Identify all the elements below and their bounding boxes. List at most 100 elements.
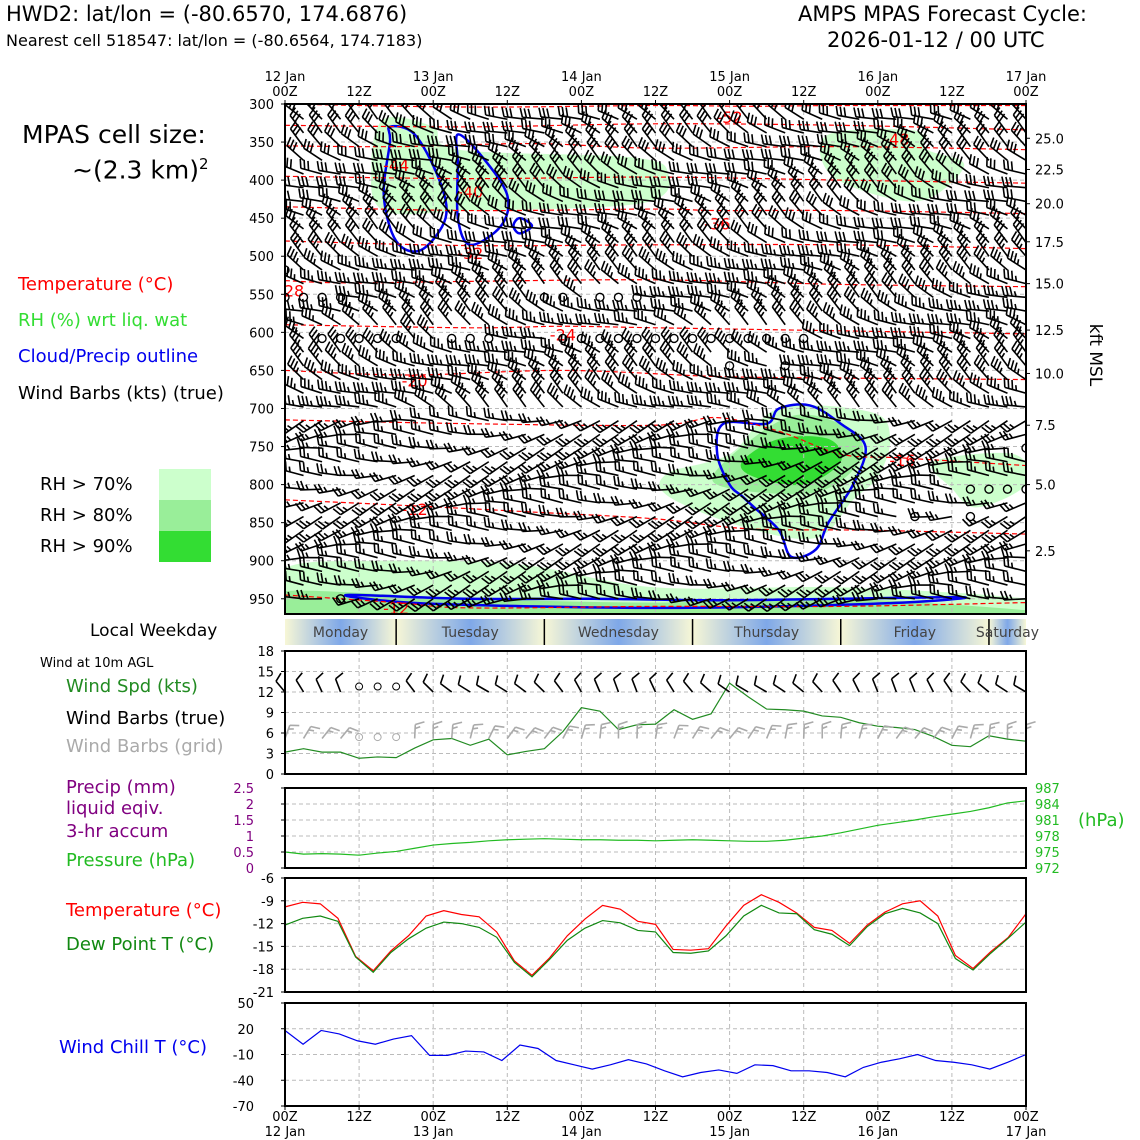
wind-barb-half	[639, 424, 645, 430]
wind-barb-flag	[667, 285, 672, 296]
wind-barb-flag	[416, 334, 419, 345]
wind-barb-flag	[329, 219, 337, 229]
wind-barb-flag	[465, 445, 473, 455]
wind-barb-flag	[340, 557, 343, 568]
wind-barb-flag	[647, 535, 656, 543]
wind-barb-half	[621, 590, 625, 597]
wind-barb-half	[424, 395, 427, 402]
wind-barb-flag	[650, 533, 660, 541]
wind-barb-flag	[470, 301, 476, 312]
wind-barb-half	[545, 437, 552, 442]
wind-barb-flag	[527, 238, 531, 249]
wind-barb-flag	[443, 464, 452, 473]
wind-barb-half	[463, 284, 467, 291]
wind-barb-flag	[629, 426, 638, 434]
wind-barb-flag	[604, 120, 612, 130]
wind-barb-flag	[558, 547, 567, 555]
wind-barb-flag	[338, 395, 343, 405]
wind-barb-flag	[484, 323, 487, 334]
wind-barb-half	[547, 481, 550, 488]
wind-barb-flag	[705, 422, 709, 432]
wind-barb-flag	[358, 433, 362, 444]
wind-barb-flag	[743, 159, 746, 170]
wind-barb-flag	[750, 333, 755, 343]
wind-barb-flag	[331, 332, 339, 342]
wind-barb-flag	[292, 142, 298, 152]
wind-barb-flag	[509, 341, 513, 351]
wind-barb-flag	[514, 384, 522, 393]
wind-barb-flag	[753, 391, 757, 401]
wind-barb-flag	[297, 395, 301, 405]
wind-barb-flag	[716, 302, 724, 312]
wind-barb-flag	[818, 494, 824, 504]
wind-barb-flag	[514, 261, 521, 270]
wind-barb-flag	[512, 309, 515, 320]
wind-barb-half	[603, 467, 606, 473]
calm-circle	[354, 333, 364, 344]
wind-barb-flag	[317, 421, 326, 430]
wind-barb-flag	[317, 520, 327, 528]
wind-barb-flag	[572, 264, 579, 274]
wind-barb-flag	[694, 382, 698, 392]
wind-barb-half	[694, 506, 700, 512]
wind-barb-flag	[446, 600, 456, 609]
wind-barb-flag	[532, 384, 539, 394]
wind-barb-half	[693, 530, 699, 536]
wind-barb-flag	[633, 440, 639, 450]
wind-barb-flag	[644, 123, 651, 133]
wind-barb-flag	[500, 519, 505, 529]
wind-barb-flag	[309, 124, 317, 134]
wind-barb-flag	[270, 203, 271, 212]
wind-barb-flag	[471, 253, 474, 264]
wind-barb-flag	[511, 139, 517, 150]
wind-barb-half	[749, 506, 756, 511]
wind-barb-flag	[739, 195, 746, 205]
wind-barb-half	[583, 468, 587, 474]
rh90-swatch	[159, 531, 211, 562]
wind-barb-flag	[388, 604, 397, 612]
wind-barb-flag	[371, 257, 376, 268]
temp-contour-label: -52	[717, 108, 743, 127]
wind-barb-flag	[780, 420, 783, 430]
wind-barb-flag	[447, 254, 450, 265]
wind-barb-flag	[514, 151, 522, 161]
wind-barb-half	[453, 573, 459, 579]
wind-barb-flag	[686, 381, 690, 391]
wind-barb-half	[736, 372, 739, 379]
wind-barb-flag	[646, 542, 654, 552]
wind-barb-half	[805, 464, 811, 470]
wind-barb-flag	[650, 431, 658, 440]
wind-barb-flag	[338, 162, 342, 173]
wind-barb-flag	[799, 364, 802, 375]
wind-barb-flag	[559, 576, 565, 586]
wind-barb-flag	[352, 272, 357, 282]
wind-barb-flag	[509, 231, 513, 242]
wind-barb-flag	[613, 585, 617, 595]
wind-barb-flag	[538, 586, 542, 596]
wind-barb-flag	[564, 122, 571, 132]
wind-barb-half	[574, 270, 579, 277]
wind-barb-flag	[326, 125, 333, 135]
wind-barb-half	[694, 579, 698, 586]
wind-barb-half	[643, 399, 647, 406]
wind-barb-flag	[601, 299, 606, 310]
wind-barb-flag	[498, 540, 506, 550]
wind-barb-flag	[583, 388, 587, 399]
wind-barb-half	[712, 472, 717, 478]
wind-barb-flag	[558, 437, 567, 445]
wind-barb-flag	[479, 168, 487, 177]
wind-barb-flag	[499, 467, 509, 475]
wind-barb-flag	[313, 113, 321, 122]
wind-barb-flag	[651, 520, 660, 528]
wind-barb-half	[592, 380, 597, 387]
wind-barb-flag	[624, 138, 631, 148]
wind-barb-flag	[538, 217, 542, 227]
wind-barb-flag	[384, 192, 392, 202]
wind-barb-half	[806, 536, 810, 543]
wind-barb-flag	[795, 574, 804, 583]
wind-barb-flag	[628, 127, 636, 136]
dewpoint-label: Dew Point T (°C)	[66, 934, 215, 955]
wind-barb-flag	[652, 547, 657, 558]
wind-barb-flag	[621, 244, 628, 254]
wind-barb-flag	[290, 339, 297, 349]
